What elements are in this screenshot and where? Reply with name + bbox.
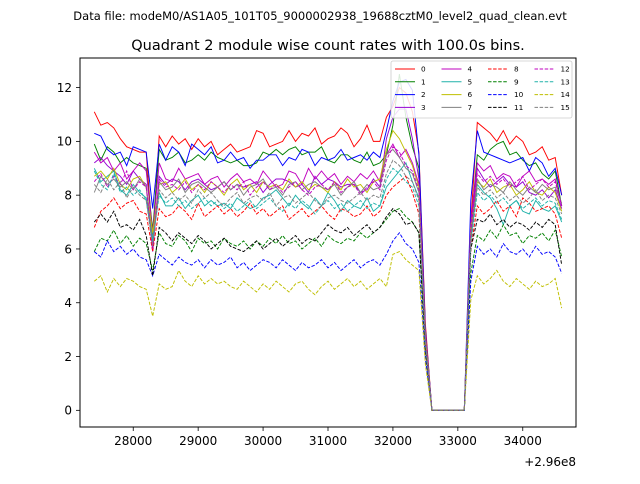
- legend-label-8: 8: [514, 65, 519, 74]
- series-line-7: [93, 148, 563, 411]
- y-tick-label: 8: [64, 188, 72, 202]
- series-line-13: [93, 167, 563, 411]
- legend-label-5: 5: [468, 77, 473, 86]
- series-line-10: [93, 231, 563, 411]
- x-axis: 28000 29000 30000 31000 32000 33000 34000: [114, 427, 542, 448]
- legend-label-15: 15: [561, 103, 570, 112]
- y-tick-label: 12: [57, 81, 72, 95]
- chart-title: Quadrant 2 module wise count rates with …: [131, 38, 525, 54]
- x-axis-offset-label: +2.96e8: [524, 455, 576, 469]
- series-line-1: [93, 74, 563, 411]
- x-tick-label: 32000: [374, 434, 412, 448]
- series-line-15: [93, 159, 563, 411]
- series-line-8: [93, 175, 563, 411]
- legend-label-14: 14: [561, 90, 571, 99]
- y-axis: 0 2 4 6 8 10 12: [57, 81, 80, 418]
- x-tick-label: 34000: [504, 434, 542, 448]
- legend-label-4: 4: [468, 65, 473, 74]
- legend-label-1: 1: [421, 77, 426, 86]
- figure-suptitle: Data file: modeM0/AS1A05_101T05_90000029…: [73, 9, 567, 23]
- legend-label-10: 10: [514, 90, 524, 99]
- series-line-6: [93, 129, 563, 411]
- y-tick-label: 4: [64, 296, 72, 310]
- series-line-3: [93, 108, 563, 411]
- legend-label-12: 12: [561, 65, 570, 74]
- x-tick-label: 30000: [244, 434, 282, 448]
- x-tick-label: 33000: [439, 434, 477, 448]
- legend-label-2: 2: [421, 90, 426, 99]
- legend-frame: [390, 60, 573, 119]
- x-tick-label: 31000: [309, 434, 347, 448]
- x-tick-label: 28000: [114, 434, 152, 448]
- series-line-0: [93, 86, 563, 411]
- series-line-14: [93, 251, 563, 411]
- series-line-11: [93, 207, 563, 411]
- legend-label-13: 13: [561, 77, 571, 86]
- series-line-4: [93, 143, 563, 411]
- legend-label-3: 3: [421, 103, 426, 112]
- x-tick-label: 29000: [179, 434, 217, 448]
- series-layer: [93, 74, 563, 411]
- legend-label-11: 11: [514, 103, 523, 112]
- y-tick-label: 0: [64, 404, 72, 418]
- series-line-9: [93, 208, 563, 411]
- y-tick-label: 6: [64, 242, 72, 256]
- series-line-12: [93, 146, 563, 411]
- y-tick-label: 10: [57, 135, 72, 149]
- legend-label-7: 7: [468, 103, 473, 112]
- legend-label-6: 6: [468, 90, 473, 99]
- y-tick-label: 2: [64, 350, 72, 364]
- series-line-2: [94, 78, 563, 411]
- legend-label-9: 9: [514, 77, 519, 86]
- legend-label-0: 0: [421, 65, 426, 74]
